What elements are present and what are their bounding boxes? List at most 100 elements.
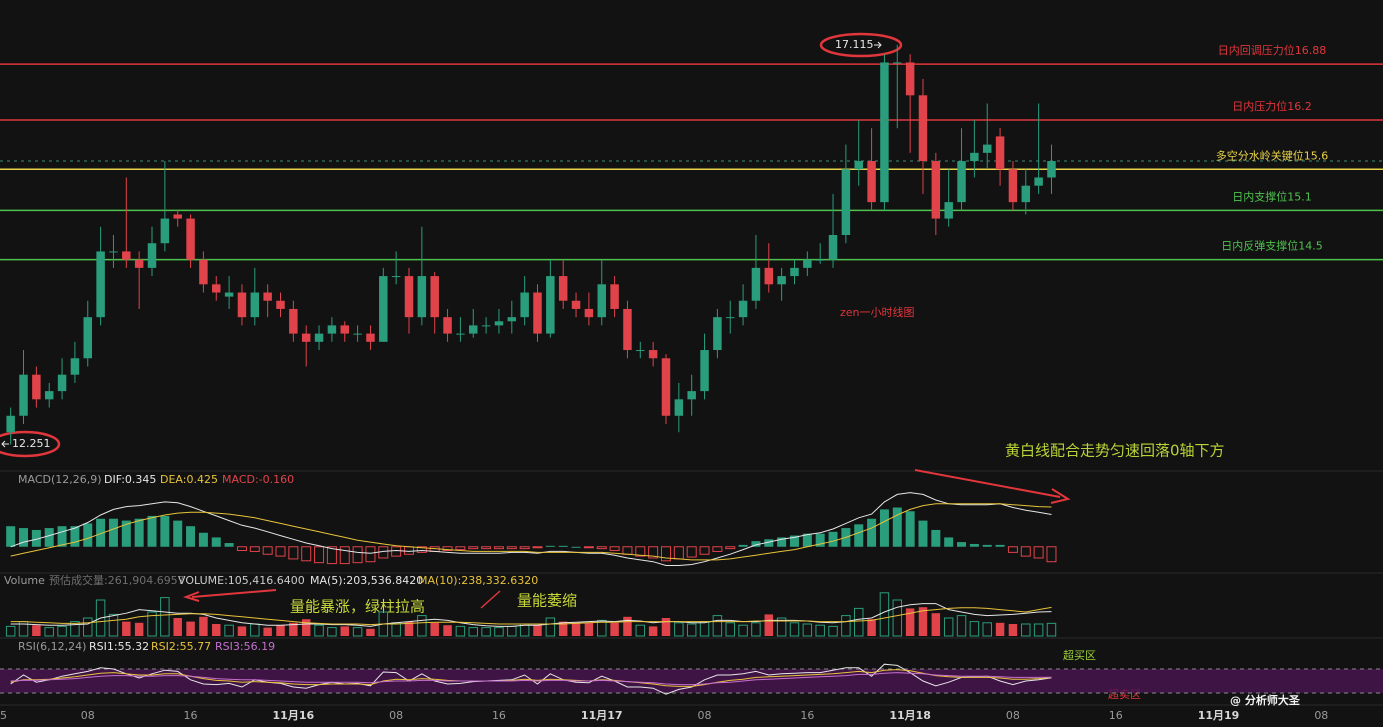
volume-bar: [969, 621, 980, 637]
volume-bar: [352, 627, 363, 637]
volume-bar: [276, 625, 285, 636]
volume-bar: [5, 625, 16, 637]
candle-body: [880, 62, 889, 203]
volume-bar: [263, 627, 272, 636]
candle-body: [597, 284, 606, 318]
volume-bar: [738, 624, 748, 637]
volume-bar: [340, 626, 349, 636]
x-tick-label: 11月16: [273, 709, 315, 722]
x-tick-label: 16: [184, 709, 198, 722]
candle-body: [610, 284, 619, 309]
high-label: 17.115: [835, 38, 874, 51]
x-tick-label: 08: [698, 709, 712, 722]
macd-bar: [699, 546, 710, 555]
macd-bar: [442, 546, 453, 552]
candle-body: [790, 267, 799, 277]
macd-bar: [854, 524, 864, 547]
candle-body: [970, 152, 979, 162]
level-label: 日内支撑位15.1: [1232, 189, 1312, 203]
candle-body: [186, 218, 195, 260]
volume-bar: [571, 622, 581, 636]
x-tick-label: 08: [1006, 709, 1020, 722]
volume-bar: [867, 619, 876, 636]
candle-body: [520, 292, 529, 318]
candle-body: [931, 161, 941, 219]
macd-bar: [969, 543, 979, 547]
candle-body: [276, 300, 285, 309]
candle-body: [546, 276, 555, 334]
macd-bar: [493, 546, 504, 550]
macd-bar: [301, 546, 312, 562]
annotation: 量能萎缩: [517, 592, 577, 610]
macd-bar: [314, 546, 325, 564]
macd-bar: [339, 546, 350, 565]
panel-title: MACD(12,26,9): [18, 473, 102, 486]
candle-body: [841, 169, 851, 235]
macd-bar: [725, 546, 736, 550]
macd-bar: [571, 546, 581, 548]
macd-bar: [828, 531, 838, 547]
x-tick-label: 08: [389, 709, 403, 722]
candle-body: [199, 259, 208, 285]
macd-bar: [519, 546, 530, 550]
legend-entry: RSI1:55.32: [89, 640, 149, 653]
volume-bar: [892, 599, 903, 637]
high-arrow: [874, 41, 882, 49]
macd-bar: [249, 546, 260, 552]
candle-body: [134, 259, 144, 268]
volume-bar: [173, 618, 182, 636]
candle-body: [1008, 169, 1018, 203]
macd-bar: [995, 544, 1005, 547]
candle-body: [237, 292, 247, 318]
low-label: 12.251: [12, 437, 51, 450]
x-tick-label: 5: [0, 709, 7, 722]
legend-entry: DIF:0.345: [104, 473, 156, 486]
candle-body: [263, 292, 272, 301]
trend-arrow: [914, 469, 1071, 504]
volume-bar: [455, 625, 466, 637]
volume-ma-line: [10, 603, 1052, 627]
candle-body: [109, 251, 118, 253]
volume-bar: [366, 628, 375, 636]
macd-bar: [944, 537, 954, 547]
candle-body: [713, 317, 722, 351]
macd-bar: [918, 520, 928, 547]
macd-bar: [815, 533, 825, 547]
candle-body: [751, 267, 761, 301]
volume-bar: [982, 622, 992, 637]
volume-bar: [134, 622, 144, 636]
macd-bar: [147, 515, 157, 547]
macd-bar: [532, 546, 543, 549]
candle-body: [777, 276, 786, 285]
pointer-line: [480, 590, 501, 609]
candle-body: [173, 214, 182, 219]
low-arrow: [1, 440, 9, 448]
macd-bar: [892, 507, 902, 547]
volume-bar: [481, 627, 491, 637]
macd-bar: [224, 543, 234, 547]
macd-bar: [764, 539, 774, 547]
volume-bar: [95, 599, 106, 637]
volume-bar: [212, 624, 221, 636]
volume-bar: [918, 607, 928, 636]
volume-bar: [57, 625, 67, 637]
macd-bar: [160, 515, 170, 547]
candle-body: [353, 333, 362, 335]
candle-body: [83, 317, 93, 359]
volume-bar: [237, 626, 247, 636]
volume-bar: [725, 622, 735, 637]
volume-bar: [789, 622, 800, 637]
macd-bar: [31, 529, 41, 547]
candle-body: [456, 333, 465, 335]
candle-body: [1021, 185, 1031, 203]
volume-bar: [443, 625, 452, 636]
annotation: 超买区: [1063, 648, 1096, 662]
watermark: @ 分析师大圣: [1230, 693, 1301, 707]
candle-body: [687, 391, 696, 400]
macd-bar: [1020, 546, 1031, 557]
candle-body: [893, 62, 902, 64]
volume-bar: [584, 622, 594, 636]
volume-bar: [108, 613, 119, 637]
volume-bar: [417, 615, 427, 637]
